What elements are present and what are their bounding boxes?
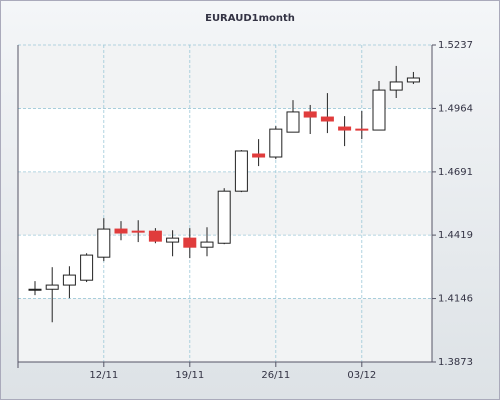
x-tick-label: 12/11 (89, 370, 118, 381)
x-tick-label: 03/12 (347, 370, 376, 381)
y-tick-label: 1.4964 (438, 103, 473, 114)
candle-body (183, 237, 197, 248)
candle-body (252, 153, 266, 158)
candle-body (406, 77, 420, 83)
candle-body (166, 237, 180, 243)
candle-body (97, 228, 111, 258)
candle-body (28, 288, 42, 291)
band (18, 298, 432, 362)
candle-body (45, 284, 59, 290)
x-tick-label: 19/11 (175, 370, 204, 381)
candle-body (200, 241, 214, 248)
candle-body (286, 111, 300, 133)
y-tick-label: 1.4146 (438, 294, 473, 305)
candle-body (372, 89, 386, 131)
chart-title: EURAUD1month (205, 13, 295, 24)
y-tick-label: 1.4419 (438, 230, 473, 241)
candle-body (303, 111, 317, 118)
candle-body (338, 126, 352, 131)
candle-body (114, 228, 128, 234)
band (18, 45, 432, 109)
candle-body (131, 230, 145, 233)
candle-body (355, 128, 369, 131)
candle-body (80, 254, 94, 281)
candle-body (62, 274, 76, 286)
candle-body (217, 190, 231, 244)
candle-body (234, 150, 248, 192)
y-tick-label: 1.5237 (438, 40, 473, 51)
y-tick-label: 1.3873 (438, 357, 473, 368)
candle-body (148, 230, 162, 242)
y-tick-label: 1.4691 (438, 167, 473, 178)
x-tick-label: 26/11 (261, 370, 290, 381)
candle-body (320, 116, 334, 122)
candle-body (389, 81, 403, 91)
candle-body (269, 128, 283, 158)
